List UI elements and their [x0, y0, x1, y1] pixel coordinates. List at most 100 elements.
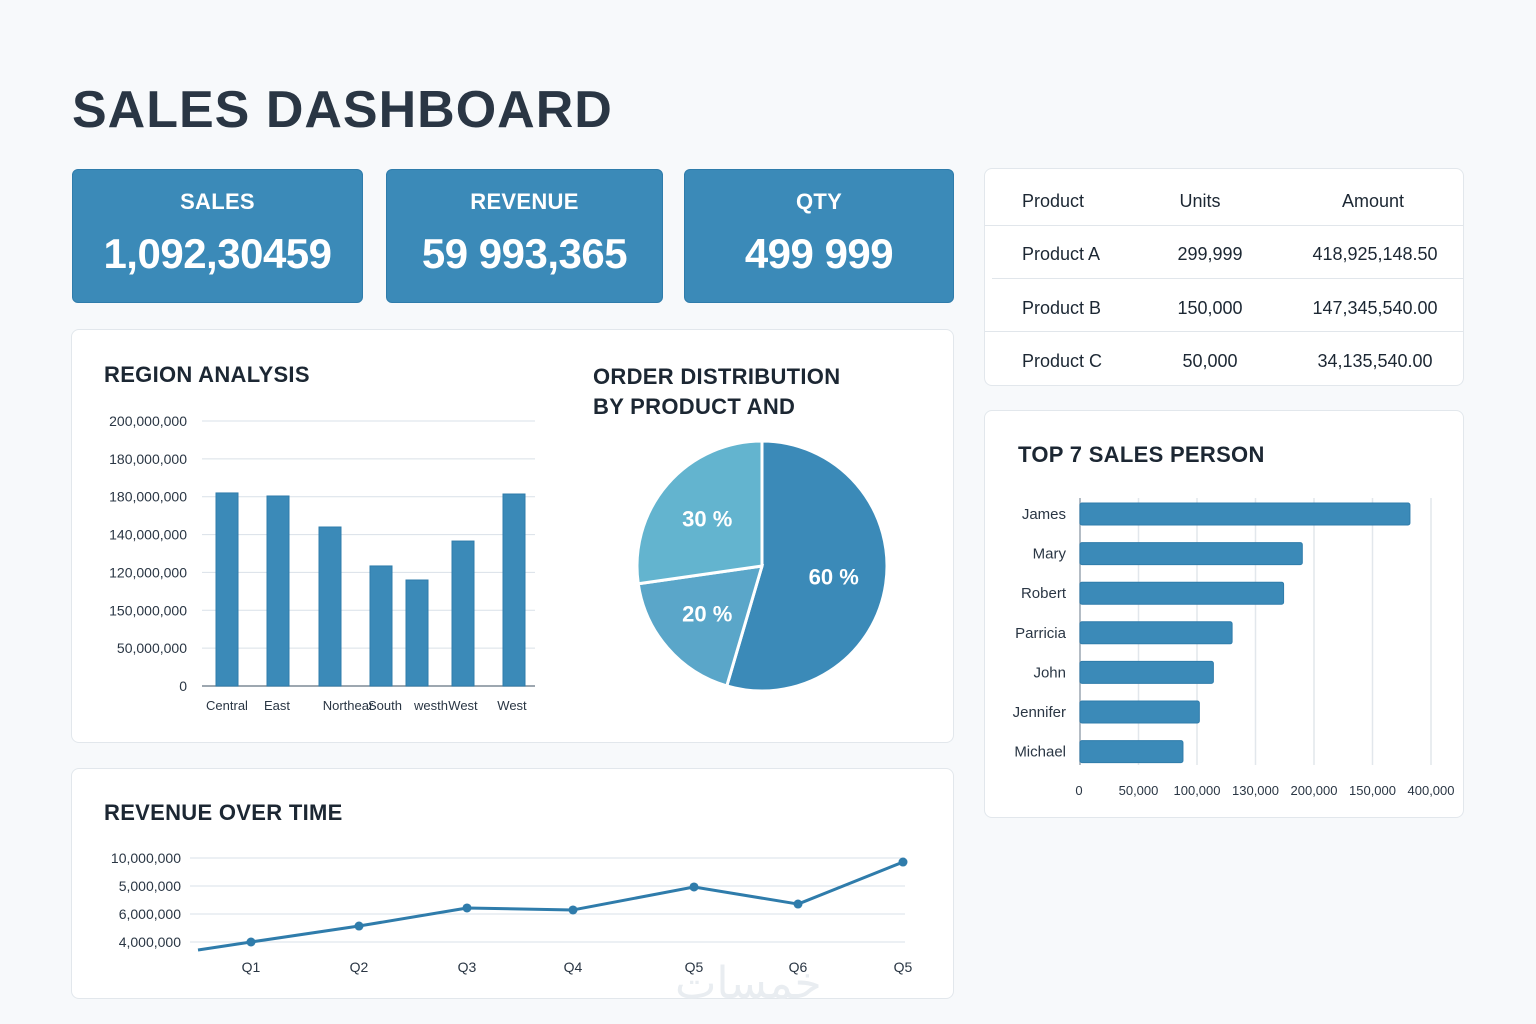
row-divider [992, 278, 1463, 279]
x-tick-label: East [264, 698, 290, 713]
bar-central [215, 492, 239, 687]
top-sales-title: TOP 7 SALES PERSON [1018, 442, 1265, 467]
y-tick-label: 180,000,000 [109, 451, 187, 467]
revenue-over-time-panel: REVENUE OVER TIME [71, 768, 954, 999]
table-row[interactable]: Product B 150,000 147,345,540.00 [985, 281, 1463, 334]
order-distribution-title: ORDER DISTRIBUTION BY PRODUCT AND [593, 364, 841, 419]
table-header-row: Product Units Amount [985, 174, 1463, 227]
row-divider [985, 331, 1463, 332]
top-sales-bar-chart: 0 50,000 100,000 130,000 200,000 150,000 400,0… [1013, 498, 1455, 798]
cell-units: 50,000 [1182, 351, 1238, 371]
data-point [793, 899, 803, 909]
cell-units: 150,000 [1177, 298, 1243, 318]
cell-units: 299,999 [1177, 244, 1243, 264]
x-tick-label: westh [413, 698, 448, 713]
cell-amount: 418,925,148.50 [1312, 244, 1438, 264]
x-tick-label: Q3 [458, 959, 477, 975]
data-point [568, 905, 578, 915]
top-sales-panel: TOP 7 SALES PERSON [984, 410, 1464, 818]
pie-slice [636, 564, 765, 688]
x-tick-label: Q5 [685, 959, 704, 975]
x-tick-label: 100,000 [1174, 783, 1221, 798]
column-header-amount[interactable]: Amount [1341, 191, 1405, 211]
y-tick-label: 6,000,000 [119, 906, 181, 922]
pie-slice [724, 439, 889, 693]
y-tick-label: Robert [1021, 585, 1067, 602]
kpi-label: REVENUE [470, 189, 579, 214]
cell-amount: 34,135,540.00 [1317, 351, 1433, 371]
kpi-card-revenue: REVENUE 59 993,365 [386, 169, 663, 303]
revenue-over-time-title: REVENUE OVER TIME [104, 800, 343, 825]
kpi-value: 499 999 [744, 230, 894, 277]
y-tick-label: Parricia [1015, 625, 1067, 642]
data-point [246, 937, 256, 947]
page-title: SALES DASHBOARD [72, 81, 613, 139]
x-tick-label: 50,000 [1119, 783, 1159, 798]
bar-west [502, 493, 526, 687]
bar-south [369, 565, 393, 687]
data-point [354, 921, 364, 931]
kpi-label: QTY [795, 189, 843, 214]
column-header-product[interactable]: Product [1022, 191, 1085, 211]
bar-jennifer [1079, 700, 1200, 724]
row-divider [985, 225, 1463, 226]
x-tick-label: 400,000 [1408, 783, 1455, 798]
x-tick-label: 150,000 [1349, 783, 1396, 798]
pie-slice-label: 30 % [682, 507, 732, 532]
bar-michael [1079, 740, 1184, 764]
data-point [462, 903, 472, 913]
revenue-line [197, 860, 904, 952]
kpi-card-qty: QTY 499 999 [684, 169, 954, 303]
x-tick-label: Q1 [242, 959, 261, 975]
x-tick-label: Northear [323, 698, 374, 713]
x-tick-label: South [368, 698, 402, 713]
bar-mary [1079, 542, 1303, 566]
bar-westh [405, 579, 429, 687]
x-tick-label: 0 [1075, 783, 1082, 798]
x-tick-label: 200,000 [1291, 783, 1338, 798]
y-tick-label: 50,000,000 [117, 640, 187, 656]
product-table: Product Units Amount Product A 299,999 4… [984, 168, 1464, 386]
bar-james [1079, 502, 1411, 526]
bar-parricia [1079, 621, 1233, 645]
y-tick-label: Mary [1033, 546, 1067, 563]
table-row[interactable]: Product C 50,000 34,135,540.00 [985, 334, 1463, 387]
bar-west [451, 540, 475, 687]
y-tick-label: 120,000,000 [109, 564, 187, 580]
x-tick-label: Q4 [564, 959, 583, 975]
region-analysis-title: REGION ANALYSIS [104, 362, 310, 387]
data-point [689, 882, 699, 892]
y-tick-label: 0 [179, 678, 187, 694]
pie-slice-label: 20 % [682, 601, 732, 626]
kpi-value: 59 993,365 [421, 230, 628, 277]
kpi-value: 1,092,30459 [103, 230, 332, 277]
y-tick-label: 140,000,000 [109, 527, 187, 543]
bar-robert [1079, 581, 1285, 605]
x-tick-label: 130,000 [1232, 783, 1279, 798]
x-tick-label: West [448, 698, 478, 713]
kpi-card-sales: SALES 1,092,30459 [72, 169, 363, 303]
y-tick-label: Michael [1014, 744, 1066, 761]
x-tick-label: Q5 [894, 959, 913, 975]
y-tick-label: 4,000,000 [119, 934, 181, 950]
cell-amount: 147,345,540.00 [1312, 298, 1438, 318]
bar-john [1079, 660, 1214, 684]
y-tick-label: John [1033, 664, 1066, 681]
order-distribution-pie-chart: 60 % 20 % 30 % [635, 439, 889, 693]
bar-northear [318, 526, 342, 687]
x-tick-label: Q2 [350, 959, 369, 975]
revenue-line-chart: 10,000,000 5,000,000 6,000,000 4,000,000 Q1 Q… [111, 850, 913, 975]
kpi-label: SALES [180, 189, 255, 214]
region-bar-chart: 200,000,000 180,000,000 180,000,000 140,000… [109, 413, 535, 713]
column-header-units[interactable]: Units [1179, 191, 1221, 211]
y-tick-label: 200,000,000 [109, 413, 187, 429]
table-row[interactable]: Product A 299,999 418,925,148.50 [985, 227, 1463, 280]
x-tick-label: Central [206, 698, 248, 713]
cell-product: Product C [1022, 351, 1103, 371]
y-tick-label: Jennifer [1013, 704, 1066, 721]
y-tick-label: James [1022, 506, 1066, 523]
cell-product: Product B [1022, 298, 1102, 318]
x-tick-label: West [497, 698, 527, 713]
data-point [898, 857, 908, 867]
y-tick-label: 5,000,000 [119, 878, 181, 894]
